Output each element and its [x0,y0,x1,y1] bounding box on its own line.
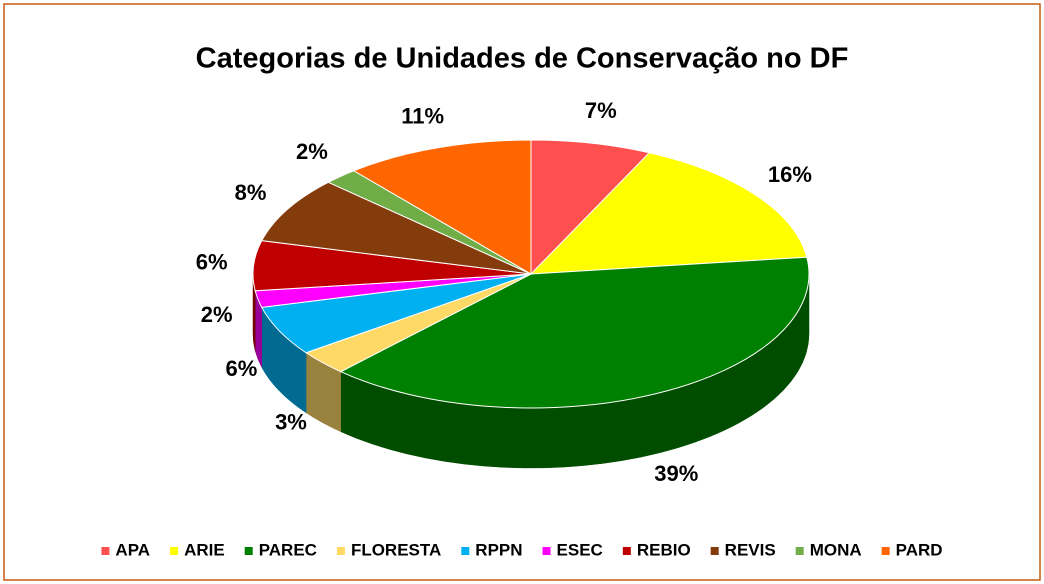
legend-marker [244,547,253,555]
legend-marker [461,547,470,555]
legend-label: RPPN [475,540,522,559]
data-label: 16% [768,162,812,187]
pie-slice [530,139,651,276]
legend-label: APA [115,540,150,559]
data-label: 8% [235,180,267,205]
legend-label: ARIE [184,540,225,559]
legend-marker [101,547,110,555]
pie-slice [339,256,810,409]
legend-marker [795,547,804,555]
legend-marker [336,547,345,555]
pie-slice [352,139,532,275]
legend-label: MONA [810,540,862,559]
data-label: 2% [296,139,328,164]
pie-slice [529,152,808,275]
legend-marker [542,547,551,555]
legend-label: REBIO [637,540,691,559]
data-label: 2% [201,302,233,327]
legend-label: PAREC [259,540,317,559]
data-label: 11% [401,104,444,129]
legend-marker [710,547,719,555]
legend-marker [170,547,179,555]
legend-label: REVIS [725,540,776,559]
data-label: 39% [654,461,698,486]
pie-slice [260,181,532,275]
chart-title: Categorias de Unidades de Conservação no… [196,43,849,75]
legend-marker [622,547,631,555]
data-label: 3% [275,409,307,434]
data-label: 6% [196,249,228,274]
legend-marker [881,547,890,555]
legend-label: PARD [896,540,943,559]
data-label: 6% [226,356,258,381]
legend-label: ESEC [557,540,603,559]
data-label: 7% [585,98,617,123]
legend-label: FLORESTA [351,540,441,559]
